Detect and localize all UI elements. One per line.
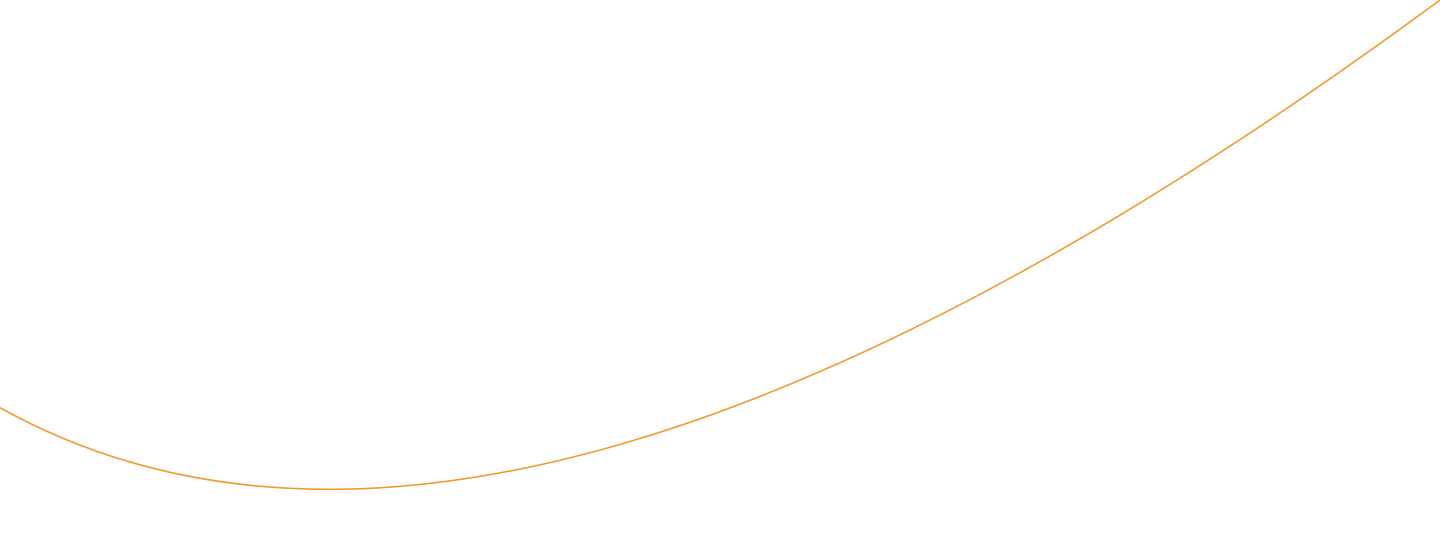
orange-arc-line — [0, 0, 1440, 491]
